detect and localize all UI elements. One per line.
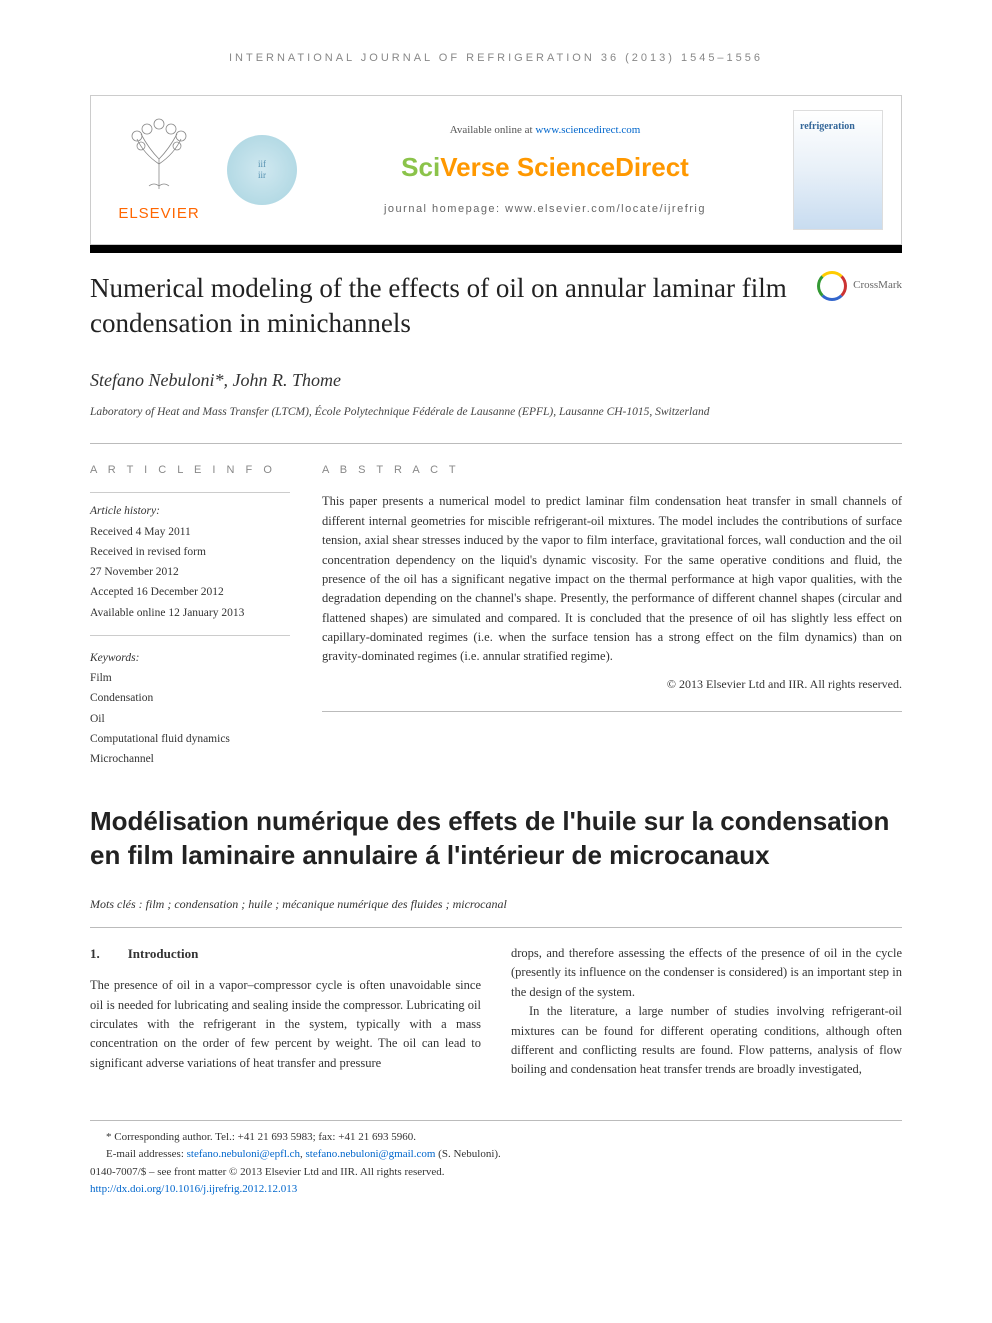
- body-column-right: drops, and therefore assessing the effec…: [511, 944, 902, 1080]
- corresponding-author: * Corresponding author. Tel.: +41 21 693…: [90, 1129, 902, 1147]
- body-column-left: 1.Introduction The presence of oil in a …: [90, 944, 481, 1080]
- keyword-item: Oil: [90, 711, 290, 728]
- masthead: ELSEVIER iif iir Available online at www…: [90, 95, 902, 245]
- body-columns: 1.Introduction The presence of oil in a …: [90, 944, 902, 1080]
- abstract-text: This paper presents a numerical model to…: [322, 492, 902, 666]
- article-title: Numerical modeling of the effects of oil…: [90, 271, 797, 341]
- paragraph: drops, and therefore assessing the effec…: [511, 944, 902, 1002]
- keyword-item: Condensation: [90, 690, 290, 707]
- authors: Stefano Nebuloni*, John R. Thome: [90, 367, 902, 394]
- keywords-label: Keywords:: [90, 650, 290, 667]
- sciencedirect-link[interactable]: www.sciencedirect.com: [535, 124, 640, 136]
- crossmark-label: CrossMark: [853, 277, 902, 294]
- keyword-item: Film: [90, 670, 290, 687]
- article-info: A R T I C L E I N F O Article history: R…: [90, 462, 290, 772]
- available-online: Available online at www.sciencedirect.co…: [315, 122, 775, 139]
- crossmark-icon: [817, 271, 847, 301]
- iif-iir-logo: iif iir: [227, 135, 297, 205]
- affiliation: Laboratory of Heat and Mass Transfer (LT…: [90, 404, 902, 421]
- french-title: Modélisation numérique des effets de l'h…: [90, 805, 902, 873]
- article-history: Article history: Received 4 May 2011 Rec…: [90, 492, 290, 636]
- email-addresses: E-mail addresses: stefano.nebuloni@epfl.…: [90, 1146, 902, 1164]
- sciverse-logo: SciVerse ScienceDirect: [315, 148, 775, 187]
- journal-homepage: journal homepage: www.elsevier.com/locat…: [315, 201, 775, 218]
- elsevier-name: ELSEVIER: [109, 203, 209, 226]
- running-header: INTERNATIONAL JOURNAL OF REFRIGERATION 3…: [90, 50, 902, 67]
- mots-cles: Mots clés : film ; condensation ; huile …: [90, 895, 902, 913]
- masthead-center: Available online at www.sciencedirect.co…: [315, 122, 775, 218]
- footnotes: * Corresponding author. Tel.: +41 21 693…: [90, 1120, 902, 1199]
- paragraph: The presence of oil in a vapor–compresso…: [90, 976, 481, 1073]
- keyword-item: Microchannel: [90, 751, 290, 768]
- article-info-heading: A R T I C L E I N F O: [90, 462, 290, 479]
- paragraph: In the literature, a large number of stu…: [511, 1002, 902, 1080]
- elsevier-logo: ELSEVIER: [109, 114, 209, 226]
- copyright: © 2013 Elsevier Ltd and IIR. All rights …: [322, 675, 902, 693]
- crossmark-badge[interactable]: CrossMark: [817, 271, 902, 301]
- doi-link[interactable]: http://dx.doi.org/10.1016/j.ijrefrig.201…: [90, 1183, 297, 1195]
- elsevier-tree-icon: [119, 114, 199, 194]
- email-link[interactable]: stefano.nebuloni@gmail.com: [306, 1148, 436, 1160]
- journal-cover: refrigeration: [793, 110, 883, 230]
- abstract: A B S T R A C T This paper presents a nu…: [322, 462, 902, 772]
- black-separator: [90, 245, 902, 253]
- abstract-heading: A B S T R A C T: [322, 462, 902, 479]
- section-heading: 1.Introduction: [90, 944, 481, 964]
- email-link[interactable]: stefano.nebuloni@epfl.ch: [187, 1148, 300, 1160]
- front-matter: 0140-7007/$ – see front matter © 2013 El…: [90, 1164, 902, 1182]
- keyword-item: Computational fluid dynamics: [90, 731, 290, 748]
